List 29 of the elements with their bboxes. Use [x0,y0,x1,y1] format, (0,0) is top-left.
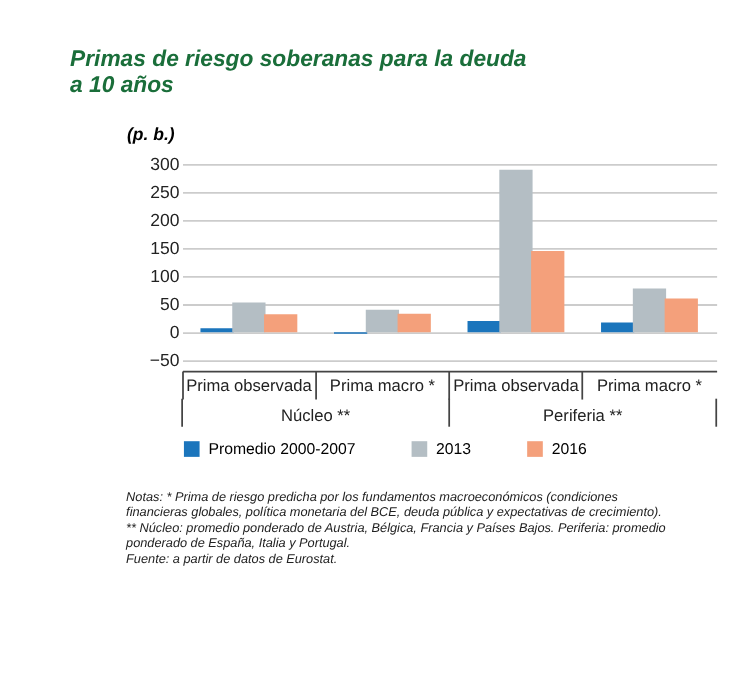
y-tick-label: 200 [150,210,180,231]
bar [664,298,698,333]
chart-title: Primas de riesgo soberanas para la deuda a 10 años [70,47,527,99]
text: Núcleo ** [281,405,352,426]
legend-label: Promedio 2000-2007 [208,440,356,459]
bar [365,309,400,333]
y-tick-label: 50 [160,294,180,315]
x-tick-label: Prima macro * [329,374,437,395]
bar [467,320,501,333]
legend-label: 2016 [551,440,588,459]
y-tick-label: 0 [169,322,180,343]
bar [499,169,533,333]
x-tick-label: Prima observada [453,374,580,395]
x-tick-label: Prima observada [186,374,313,395]
y-tick-label: −50 [149,350,180,371]
text: Periferia ** [543,405,624,426]
x-tick-label: Prima macro * [596,374,704,395]
bar [264,314,298,333]
bar [397,313,431,333]
bar [531,250,565,333]
y-tick-label: 100 [150,266,180,287]
y-tick-label: 250 [150,182,180,203]
bar [632,288,667,333]
bar [232,302,266,333]
y-axis-title: (p. b.) [126,124,175,145]
y-tick-label: 150 [150,238,180,259]
y-tick-label: 300 [150,154,180,175]
legend-label: 2013 [436,440,473,459]
bar [601,322,635,333]
